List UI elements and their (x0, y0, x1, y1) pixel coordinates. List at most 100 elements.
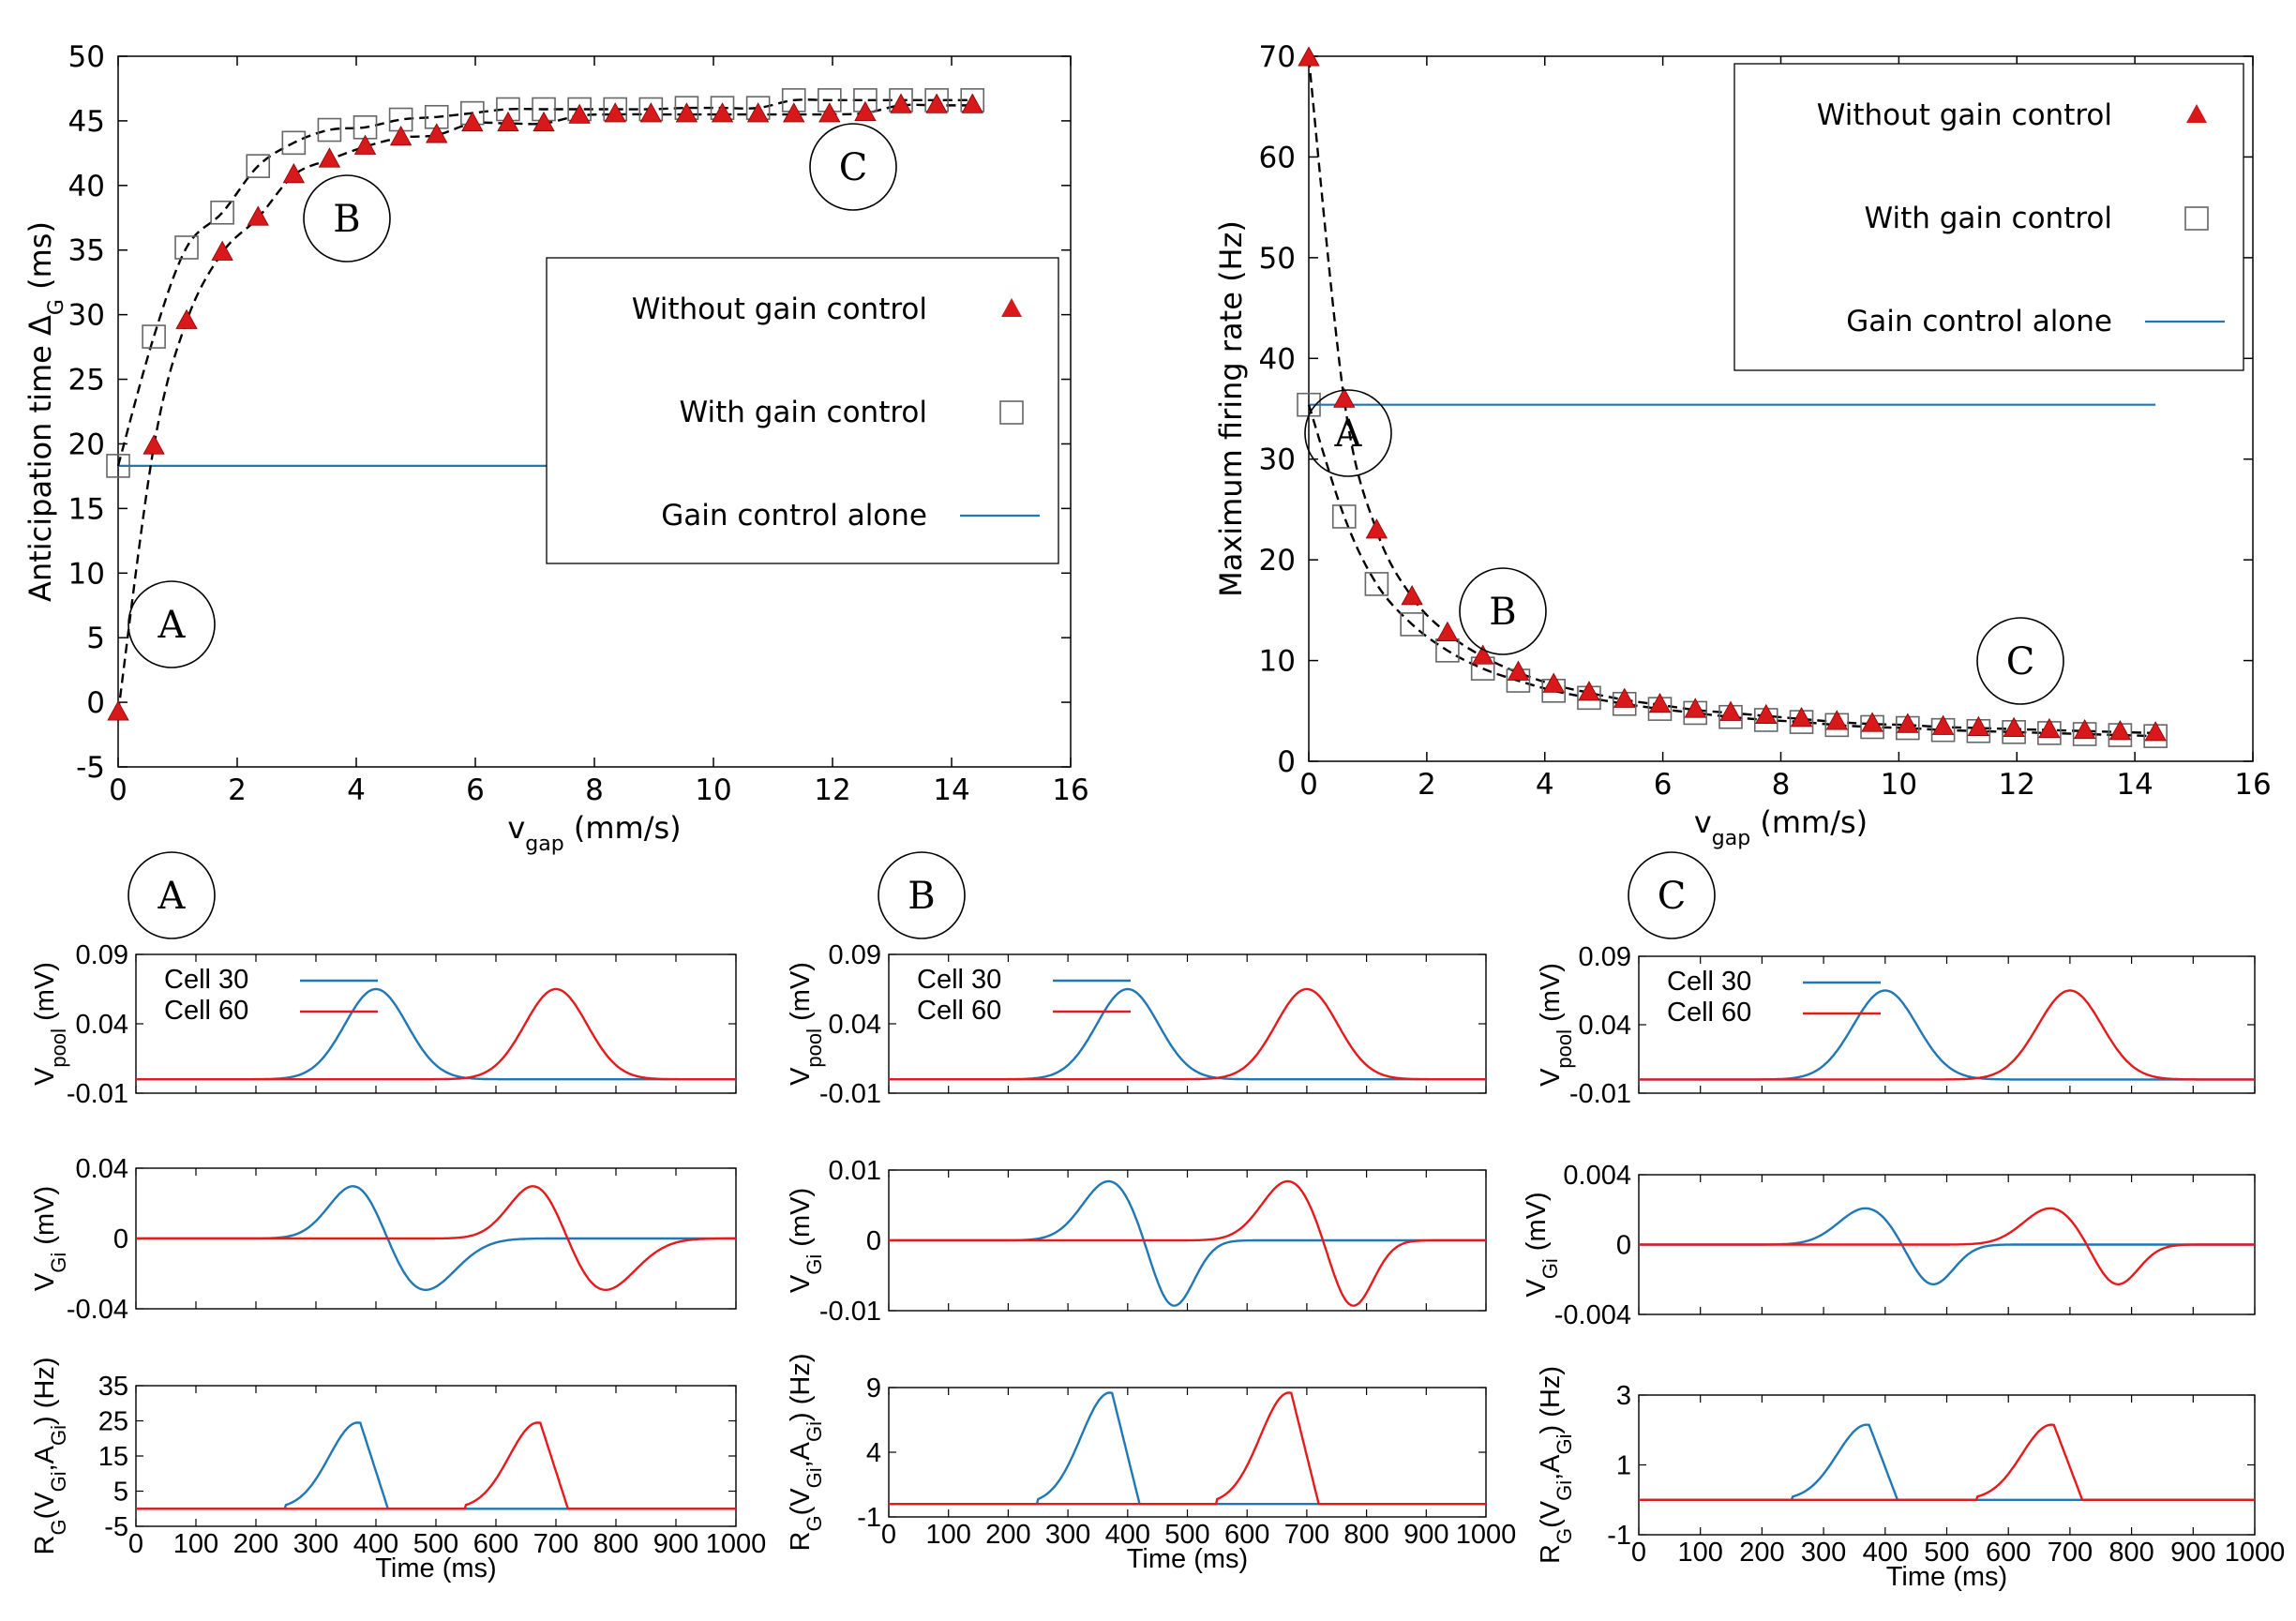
y-tick-label: 50 (1259, 242, 1296, 276)
with-gain-control-marker (174, 235, 199, 260)
y-tick-label: 0.04 (76, 1010, 128, 1040)
y-tick-label: 45 (68, 105, 105, 139)
y-axis-label-main: V (1536, 1068, 1566, 1087)
y-axis-label: Maximum firing rate (Hz) (1213, 220, 1249, 597)
y-axis-label-unit: (ms) (23, 221, 58, 299)
y-tick-label: 10 (68, 557, 105, 591)
y-tick-label: -0.04 (67, 1295, 128, 1325)
with-gain-control-marker (246, 154, 271, 178)
annotation-label: B (1489, 591, 1516, 634)
x-tick-label: 300 (1801, 1538, 1846, 1568)
x-tick-label: 100 (1678, 1538, 1723, 1568)
with-gain-control-marker (1400, 612, 1424, 637)
annotation-circle (809, 123, 897, 211)
y-axis-label-main: R (30, 1536, 60, 1555)
x-tick-label: 0 (1631, 1538, 1646, 1568)
y-axis-label-args: (V (1536, 1500, 1566, 1528)
y-axis-label-args: (V (30, 1492, 60, 1520)
y-tick-label: 0.01 (829, 1156, 881, 1186)
y-tick-label: 0 (113, 1224, 128, 1254)
without-gain-control-marker (1578, 681, 1600, 701)
with-gain-control-marker (281, 130, 307, 156)
x-tick-label: 600 (473, 1529, 518, 1559)
x-tick-label: 500 (1924, 1538, 1969, 1568)
without-gain-control-marker (1298, 46, 1320, 67)
y-axis-label-args2-sub: Gi (803, 1421, 826, 1442)
x-tick-label: 700 (1284, 1520, 1329, 1550)
y-axis-label-args2: ,A (1536, 1454, 1566, 1480)
without-gain-control-marker (211, 240, 233, 261)
y-axis-label-main: R (786, 1532, 816, 1552)
x-axis-label-main: v (1694, 804, 1712, 840)
y-axis-label-main: V (1522, 1279, 1552, 1298)
y-tick-label: 20 (68, 428, 105, 461)
legend-label-cell-30: Cell 30 (164, 965, 248, 995)
fit-curve-with (1307, 404, 2156, 738)
legend: Without gain control With gain control Gai… (1733, 63, 2244, 371)
y-tick-label: 30 (1259, 443, 1296, 477)
y-tick-label: 0 (1616, 1231, 1631, 1261)
cell-60-curve (136, 1421, 736, 1510)
y-tick-label: 0 (866, 1226, 881, 1256)
x-tick-label: 8 (585, 773, 604, 807)
y-tick-label: 15 (68, 492, 105, 526)
x-tick-label: 12 (1999, 768, 2035, 802)
legend-label-without: Without gain control (632, 293, 927, 326)
y-tick-label: -5 (104, 1512, 128, 1542)
x-axis-label-main: v (507, 810, 525, 846)
x-tick-label: 200 (233, 1529, 278, 1559)
annotation-circle (1976, 617, 2064, 705)
y-axis-label-args2: ,A (30, 1445, 60, 1471)
y-axis-label: RG(VGi,AGi) (Hz) (786, 1354, 826, 1552)
annotation-circle (128, 580, 216, 668)
y-axis-label-unit: ) (Hz) (786, 1354, 816, 1421)
y-axis-label-sub: Gi (1538, 1258, 1562, 1279)
without-gain-control-marker (1436, 621, 1459, 641)
y-axis-label: VGi (mV) (30, 1186, 70, 1291)
legend-label-cell-60: Cell 60 (1667, 998, 1751, 1028)
legend-label-cell-30: Cell 30 (1667, 967, 1751, 997)
y-axis-label: RG(VGi,AGi) (Hz) (1536, 1366, 1576, 1564)
x-tick-label: 500 (413, 1529, 458, 1559)
chart-top-right: 0 2 4 6 8 10 12 14 16 0 10 20 30 40 50 60 70 vgap (mm/s) M… (1213, 40, 2272, 850)
subplot-rate: 94-1RG(VGi,AGi) (Hz)0 100 200 300 400 500 600 7… (786, 1354, 1516, 1574)
y-tick-label: 5 (86, 622, 105, 655)
y-axis-label-unit: (mV) (30, 1186, 60, 1253)
y-tick-label: -0.004 (1554, 1300, 1631, 1330)
annotation-label: A (1334, 413, 1363, 456)
without-gain-control-marker (675, 102, 698, 123)
y-axis-label: Vpool (mV) (786, 962, 826, 1086)
y-axis-label-unit: (mV) (1536, 963, 1566, 1029)
x-tick-label: 800 (1343, 1520, 1388, 1550)
y-tick-label: -0.01 (1569, 1079, 1631, 1109)
y-axis-label: RG(VGi,AGi) (Hz) (30, 1358, 70, 1555)
annotation-label: A (158, 604, 187, 647)
x-tick-label: 14 (933, 773, 969, 807)
y-tick-label: 0.04 (76, 1154, 128, 1184)
with-gain-control-marker (142, 324, 166, 349)
without-gain-control-marker (961, 93, 983, 113)
y-axis-label-unit: (mV) (786, 962, 816, 1028)
y-axis-label-main: V (30, 1272, 60, 1291)
without-gain-control-marker (175, 308, 198, 329)
panel-label: B (908, 875, 935, 918)
y-axis-label-args-sub: Gi (803, 1467, 826, 1488)
x-axis-label: Time (ms) (1127, 1544, 1248, 1574)
plot-frame (135, 1385, 737, 1527)
x-tick-label: 300 (293, 1529, 338, 1559)
annotation-circle (1304, 389, 1392, 477)
y-axis-label-main: Maximum firing rate (Hz) (1213, 220, 1249, 597)
without-gain-control-marker (1790, 707, 1813, 728)
cell-30-curve (889, 1179, 1486, 1307)
y-axis-label-args: (V (786, 1488, 816, 1516)
x-tick-label: 200 (985, 1520, 1030, 1550)
fit-curve-without (1307, 58, 2156, 735)
legend-triangle-icon (2186, 104, 2207, 123)
x-tick-label: 14 (2116, 768, 2153, 802)
cell-60-curve (1639, 1207, 2255, 1285)
